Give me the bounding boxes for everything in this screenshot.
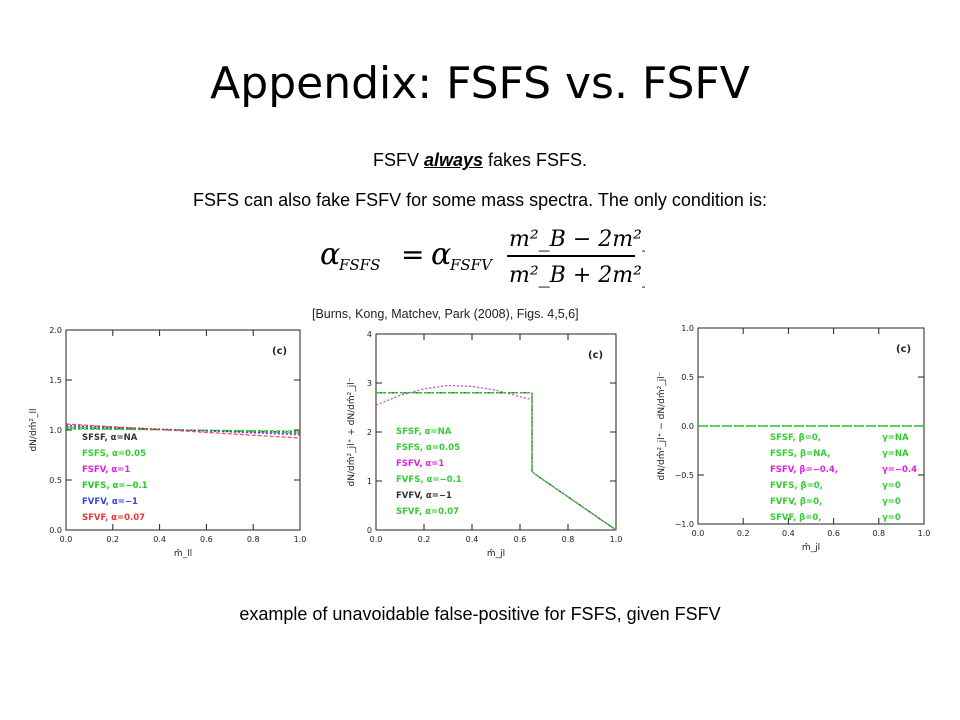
legend-entry: FVFS, α=−0.1 xyxy=(82,481,148,491)
condition-equation: α FSFS = α FSFV m²_B − 2m²_A m²_B + 2m²_… xyxy=(315,218,669,290)
plot-panel-2: 0.0 0.2 0.4 0.6 0.8 1.0 0 1 2 3 4 m̂_jl dN/dm̂²_jl⁺ … xyxy=(342,328,624,562)
legend-entry-tail: γ=0 xyxy=(882,513,901,523)
legend-entry: FVFV, β=0, xyxy=(770,497,822,507)
y-tick-label: 2 xyxy=(367,428,372,437)
x-tick-label: 0.0 xyxy=(60,535,73,544)
legend-entry: FSFV, α=1 xyxy=(82,465,130,475)
legend-entry: FVFV, α=−1 xyxy=(396,491,452,501)
y-tick-label: 0 xyxy=(367,526,372,535)
slide-title: Appendix: FSFS vs. FSFV xyxy=(210,58,750,109)
y-tick-label: 0.5 xyxy=(49,476,62,485)
legend-entry: FVFV, α=−1 xyxy=(82,497,138,507)
eq-rhs-sub: FSFV xyxy=(449,256,494,274)
x-axis-label: m̂_jl xyxy=(802,542,820,553)
x-tick-label: 1.0 xyxy=(294,535,307,544)
citation: [Burns, Kong, Matchev, Park (2008), Figs… xyxy=(312,307,579,321)
eq-lhs-alpha: α xyxy=(320,237,340,272)
y-tick-label: 3 xyxy=(367,379,372,388)
panel-label: (c) xyxy=(588,350,603,361)
line1-emphasis: always xyxy=(423,150,484,170)
y-tick-label: 1.0 xyxy=(49,426,62,435)
x-tick-label: 0.0 xyxy=(692,529,705,538)
x-tick-label: 1.0 xyxy=(610,535,623,544)
x-tick-label: 0.6 xyxy=(200,535,213,544)
legend-entry: SFSF, α=NA xyxy=(396,427,452,437)
legend-entry: FVFS, β=0, xyxy=(770,481,823,491)
series-line xyxy=(65,425,301,435)
x-tick-label: 0.8 xyxy=(562,535,575,544)
legend-entry: FSFS, β=NA, xyxy=(770,449,830,459)
y-tick-label: 1.5 xyxy=(49,376,62,385)
eq-rhs-alpha: α xyxy=(431,237,451,272)
line1-prefix: FSFV xyxy=(372,150,424,170)
series-line xyxy=(376,392,617,531)
legend-entry: FSFV, β=−0.4, xyxy=(770,465,838,475)
y-tick-label: 0.0 xyxy=(49,526,62,535)
x-tick-label: 0.0 xyxy=(370,535,383,544)
y-axis-label: dN/dm̂²_ll xyxy=(28,408,39,451)
y-tick-label: 2.0 xyxy=(49,326,62,335)
statement-line-2: FSFS can also fake FSFV for some mass sp… xyxy=(193,190,767,210)
eq-denominator: m²_B + 2m²_A xyxy=(509,263,645,288)
legend-entry-tail: γ=−0.4 xyxy=(882,465,917,475)
x-tick-label: 0.4 xyxy=(466,535,479,544)
legend-entry: FVFS, α=−0.1 xyxy=(396,475,462,485)
legend-entry: FSFS, α=0.05 xyxy=(82,449,146,459)
x-axis-label: m̂_ll xyxy=(174,548,192,559)
x-tick-label: 0.8 xyxy=(872,529,885,538)
x-tick-label: 0.6 xyxy=(827,529,840,538)
y-tick-label: 1.0 xyxy=(681,324,694,333)
legend-entry-tail: γ=NA xyxy=(882,449,909,459)
y-tick-label: 0.0 xyxy=(681,422,694,431)
legend-entry: SFVF, α=0.07 xyxy=(82,513,145,523)
x-tick-label: 0.8 xyxy=(247,535,260,544)
x-tick-label: 0.2 xyxy=(737,529,750,538)
legend-entry-tail: γ=0 xyxy=(882,497,901,507)
series-line xyxy=(65,423,301,439)
eq-equals: = xyxy=(401,238,424,271)
chart-svg: 0.0 0.2 0.4 0.6 0.8 1.0 0.0 0.5 1.0 1.5 2.0 m̂_ll dN… xyxy=(28,326,307,559)
x-tick-label: 0.2 xyxy=(418,535,431,544)
panel-label: (c) xyxy=(272,346,287,357)
legend-entry: SFSF, α=NA xyxy=(82,433,138,443)
plot-panel-3: 0.0 0.2 0.4 0.6 0.8 1.0 −1.0 −0.5 0.0 0.5 1.0 m̂_jl… xyxy=(652,322,934,556)
x-tick-label: 0.2 xyxy=(106,535,119,544)
y-tick-label: −0.5 xyxy=(675,471,694,480)
y-tick-label: 1 xyxy=(367,477,372,486)
line1-suffix: fakes FSFS. xyxy=(483,150,588,170)
y-axis-label: dN/dm̂²_jl⁺ − dN/dm̂²_jl⁻ xyxy=(656,371,667,480)
y-tick-label: 0.5 xyxy=(681,373,694,382)
y-tick-label: 4 xyxy=(367,330,372,339)
y-axis-label: dN/dm̂²_jl⁺ + dN/dm̂²_jl⁻ xyxy=(346,377,357,486)
y-tick-label: −1.0 xyxy=(675,520,694,529)
legend-entry-tail: γ=NA xyxy=(882,433,909,443)
legend-entry: SFSF, β=0, xyxy=(770,433,821,443)
x-tick-label: 1.0 xyxy=(918,529,931,538)
plot-panel-1: 0.0 0.2 0.4 0.6 0.8 1.0 0.0 0.5 1.0 1.5 2.0 m̂_ll dN… xyxy=(24,322,310,562)
eq-lhs-sub: FSFS xyxy=(338,256,380,274)
legend-entry-tail: γ=0 xyxy=(882,481,901,491)
legend-entry: FSFV, α=1 xyxy=(396,459,444,469)
x-tick-label: 0.6 xyxy=(514,535,527,544)
x-tick-label: 0.4 xyxy=(153,535,166,544)
x-axis-label: m̂_jl xyxy=(487,548,505,559)
figure-caption: example of unavoidable false-positive fo… xyxy=(239,604,721,624)
chart-svg: 0.0 0.2 0.4 0.6 0.8 1.0 −1.0 −0.5 0.0 0.5 1.0 m̂_jl… xyxy=(656,324,931,553)
legend-entry: FSFS, α=0.05 xyxy=(396,443,460,453)
eq-numerator: m²_B − 2m²_A xyxy=(509,227,645,252)
statement-line-1: FSFV always fakes FSFS. xyxy=(0,150,960,171)
panel-label: (c) xyxy=(896,344,911,355)
legend-entry: SFVF, α=0.07 xyxy=(396,507,459,517)
legend-entry: SFVF, β=0, xyxy=(770,513,822,523)
x-tick-label: 0.4 xyxy=(782,529,795,538)
chart-svg: 0.0 0.2 0.4 0.6 0.8 1.0 0 1 2 3 4 m̂_jl dN/dm̂²_jl⁺ … xyxy=(346,330,623,559)
